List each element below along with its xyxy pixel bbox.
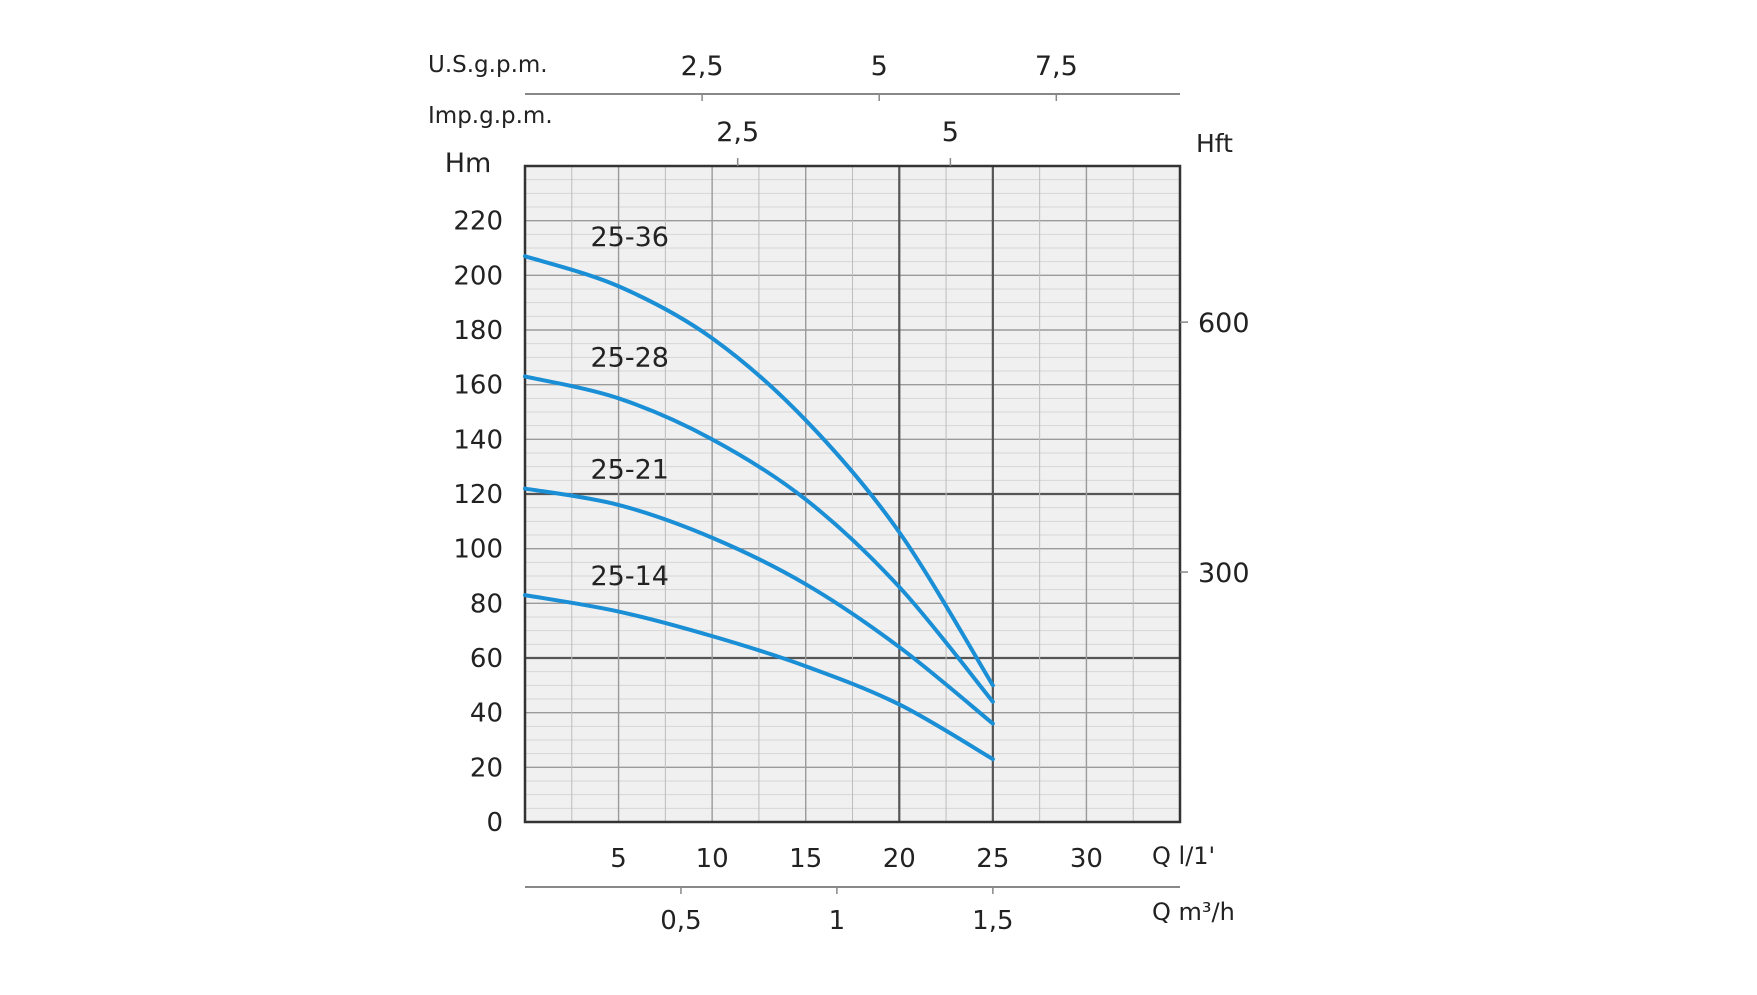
axis-labels: 25-3625-2825-2125-14Hm020406080100120140… xyxy=(428,51,1250,936)
hft-tick-label: 600 xyxy=(1198,308,1250,339)
series-label: 25-14 xyxy=(591,561,669,592)
curve-25-21 xyxy=(523,486,995,726)
impgpm-tick-label: 5 xyxy=(942,117,959,148)
usgpm-tick-label: 5 xyxy=(871,51,888,82)
m3h-unit-label: Q m³/h xyxy=(1152,898,1235,926)
x-tick-label: 25 xyxy=(976,844,1009,874)
x-tick-label: 10 xyxy=(696,844,729,874)
curve-25-36 xyxy=(523,254,995,688)
y-tick-label: 40 xyxy=(470,699,503,729)
plot-border xyxy=(523,164,1182,824)
x-tick-label: 30 xyxy=(1070,844,1103,874)
y-tick-label: 160 xyxy=(453,371,503,401)
y-tick-label: 140 xyxy=(453,425,503,455)
x-tick-label: 15 xyxy=(789,844,822,874)
series-label: 25-28 xyxy=(591,342,669,373)
m3h-tick-label: 1 xyxy=(829,906,846,936)
y-tick-label: 60 xyxy=(470,644,503,674)
y-tick-label: 100 xyxy=(453,535,503,565)
y-tick-label: 200 xyxy=(453,261,503,291)
m3h-tick-label: 0,5 xyxy=(660,906,701,936)
pump-curves xyxy=(523,254,995,762)
y-tick-label: 80 xyxy=(470,589,503,619)
y-axis-title: Hm xyxy=(445,148,492,179)
usgpm-tick-label: 7,5 xyxy=(1035,51,1078,82)
x-unit-label: Q l/1' xyxy=(1152,842,1215,870)
hft-tick-label: 300 xyxy=(1198,558,1250,589)
y-tick-label: 180 xyxy=(453,316,503,346)
impgpm-axis-label: Imp.g.p.m. xyxy=(428,103,553,129)
m3h-tick-label: 1,5 xyxy=(972,906,1013,936)
plot-grid xyxy=(523,164,1182,824)
curve-25-28 xyxy=(523,374,995,704)
x-tick-label: 20 xyxy=(883,844,916,874)
x-tick-label: 5 xyxy=(610,844,627,874)
curve-25-14 xyxy=(523,593,995,762)
usgpm-axis-label: U.S.g.p.m. xyxy=(428,52,548,78)
y-tick-label: 220 xyxy=(453,207,503,237)
usgpm-tick-label: 2,5 xyxy=(681,51,724,82)
y-tick-label: 0 xyxy=(486,808,503,838)
hft-axis-title: Hft xyxy=(1196,129,1233,158)
y-tick-label: 20 xyxy=(470,753,503,783)
y-tick-label: 120 xyxy=(453,480,503,510)
series-label: 25-21 xyxy=(591,455,669,486)
series-label: 25-36 xyxy=(591,222,669,253)
impgpm-tick-label: 2,5 xyxy=(716,117,759,148)
